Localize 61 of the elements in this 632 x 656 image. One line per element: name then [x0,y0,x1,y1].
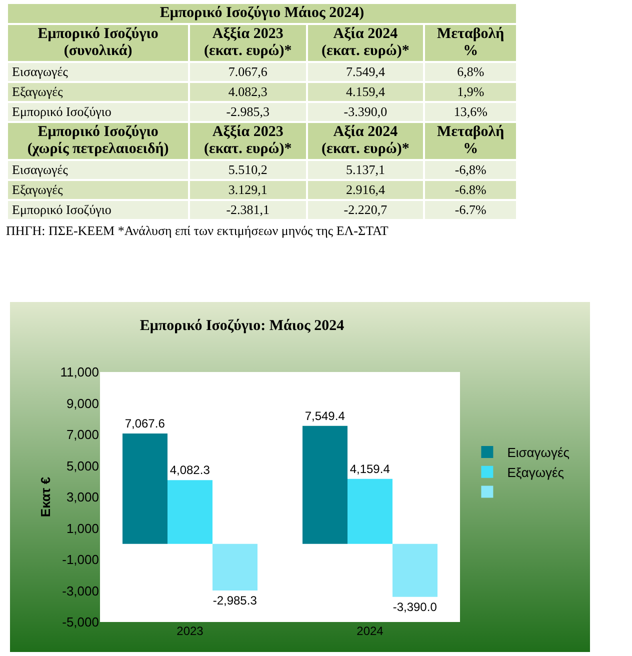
data-label: 7,549.4 [304,408,346,423]
data-label: -2,985.3 [212,594,258,608]
bar [212,544,258,591]
text: -2.985,3 [189,102,307,122]
text: 7.549,4 [306,62,424,82]
bar [348,478,392,544]
text: Μεταβολή % [424,122,517,160]
text: 6,8% [424,62,517,82]
text: Εμπορικό Ισοζύγιο (χωρίς πετρελαιοειδή) [7,122,190,160]
text: Αξία 2024 (εκατ. ευρώ)* [306,24,424,62]
text: 5.510,2 [189,160,307,180]
text: 2.916,4 [306,180,424,200]
text: -6,8% [424,160,517,180]
text: ΠΗΓΗ: ΠΣΕ-ΚΕΕΜ *Ανάλυση επί των εκτιμήσεων μηνός της ΕΛ-ΣΤΑΤ [6,223,390,239]
text: Εμπορικό Ισοζύγιο [7,200,190,220]
y-tick-label: -1,000 [62,552,99,568]
text: Εισαγωγές [7,160,190,180]
text: Εξαγωγές [7,180,190,200]
text: 5.137,1 [306,160,424,180]
y-tick-label: 11,000 [60,364,99,380]
legend-label: Εξαγωγές [507,464,564,480]
y-tick-label: 5,000 [66,458,99,474]
text: Αξξία 2023 (εκατ. ευρώ)* [189,122,307,160]
text: -6.8% [424,180,517,200]
data-label: -3,390.0 [392,600,438,614]
data-label: 4,082.3 [170,463,210,478]
text: 4.159,4 [306,82,424,102]
y-tick-label: 7,000 [66,427,99,442]
data-label: 7,067.6 [124,416,166,430]
y-tick-label: -5,000 [62,614,99,630]
text: Αξξία 2023 (εκατ. ευρώ)* [189,24,307,62]
x-tick-label: 2024 [356,624,384,638]
text: -2.220,7 [306,200,424,220]
text: 7.067,6 [189,62,307,82]
bar [122,433,168,544]
y-axis-title: Εκατ € [38,476,54,518]
x-tick-label: 2023 [176,624,204,638]
legend-label: Εισαγωγές [507,445,570,460]
text: -6.7% [424,200,517,220]
text: Εξαγωγές [7,82,190,102]
bar [168,480,212,544]
data-label: 4,159.4 [350,462,390,476]
y-tick-label: 3,000 [66,490,99,505]
text: 4.082,3 [189,82,307,102]
text: 3.129,1 [189,180,307,200]
text: -2.381,1 [189,200,307,220]
text: Αξία 2024 (εκατ. ευρώ)* [306,122,424,160]
chart-title: Εμπορικό Ισοζύγιο: Μάιος 2024 [140,318,345,334]
y-tick-label: -3,000 [62,583,99,598]
text: Εμπορικό Ισοζύγιο (συνολικά) [7,24,190,62]
bar [392,544,438,597]
text: Εμπορικό Ισοζύγιο Μάιος 2024) [7,3,517,24]
bar [302,426,348,544]
y-tick-label: 1,000 [66,520,99,536]
text: Εμπορικό Ισοζύγιο [7,102,190,122]
text: 13,6% [424,102,517,122]
text: -3.390,0 [306,102,424,122]
text: Μεταβολή % [424,24,517,62]
y-tick-label: 9,000 [66,396,99,411]
text: Εισαγωγές [7,62,190,82]
text: 1,9% [424,82,517,102]
